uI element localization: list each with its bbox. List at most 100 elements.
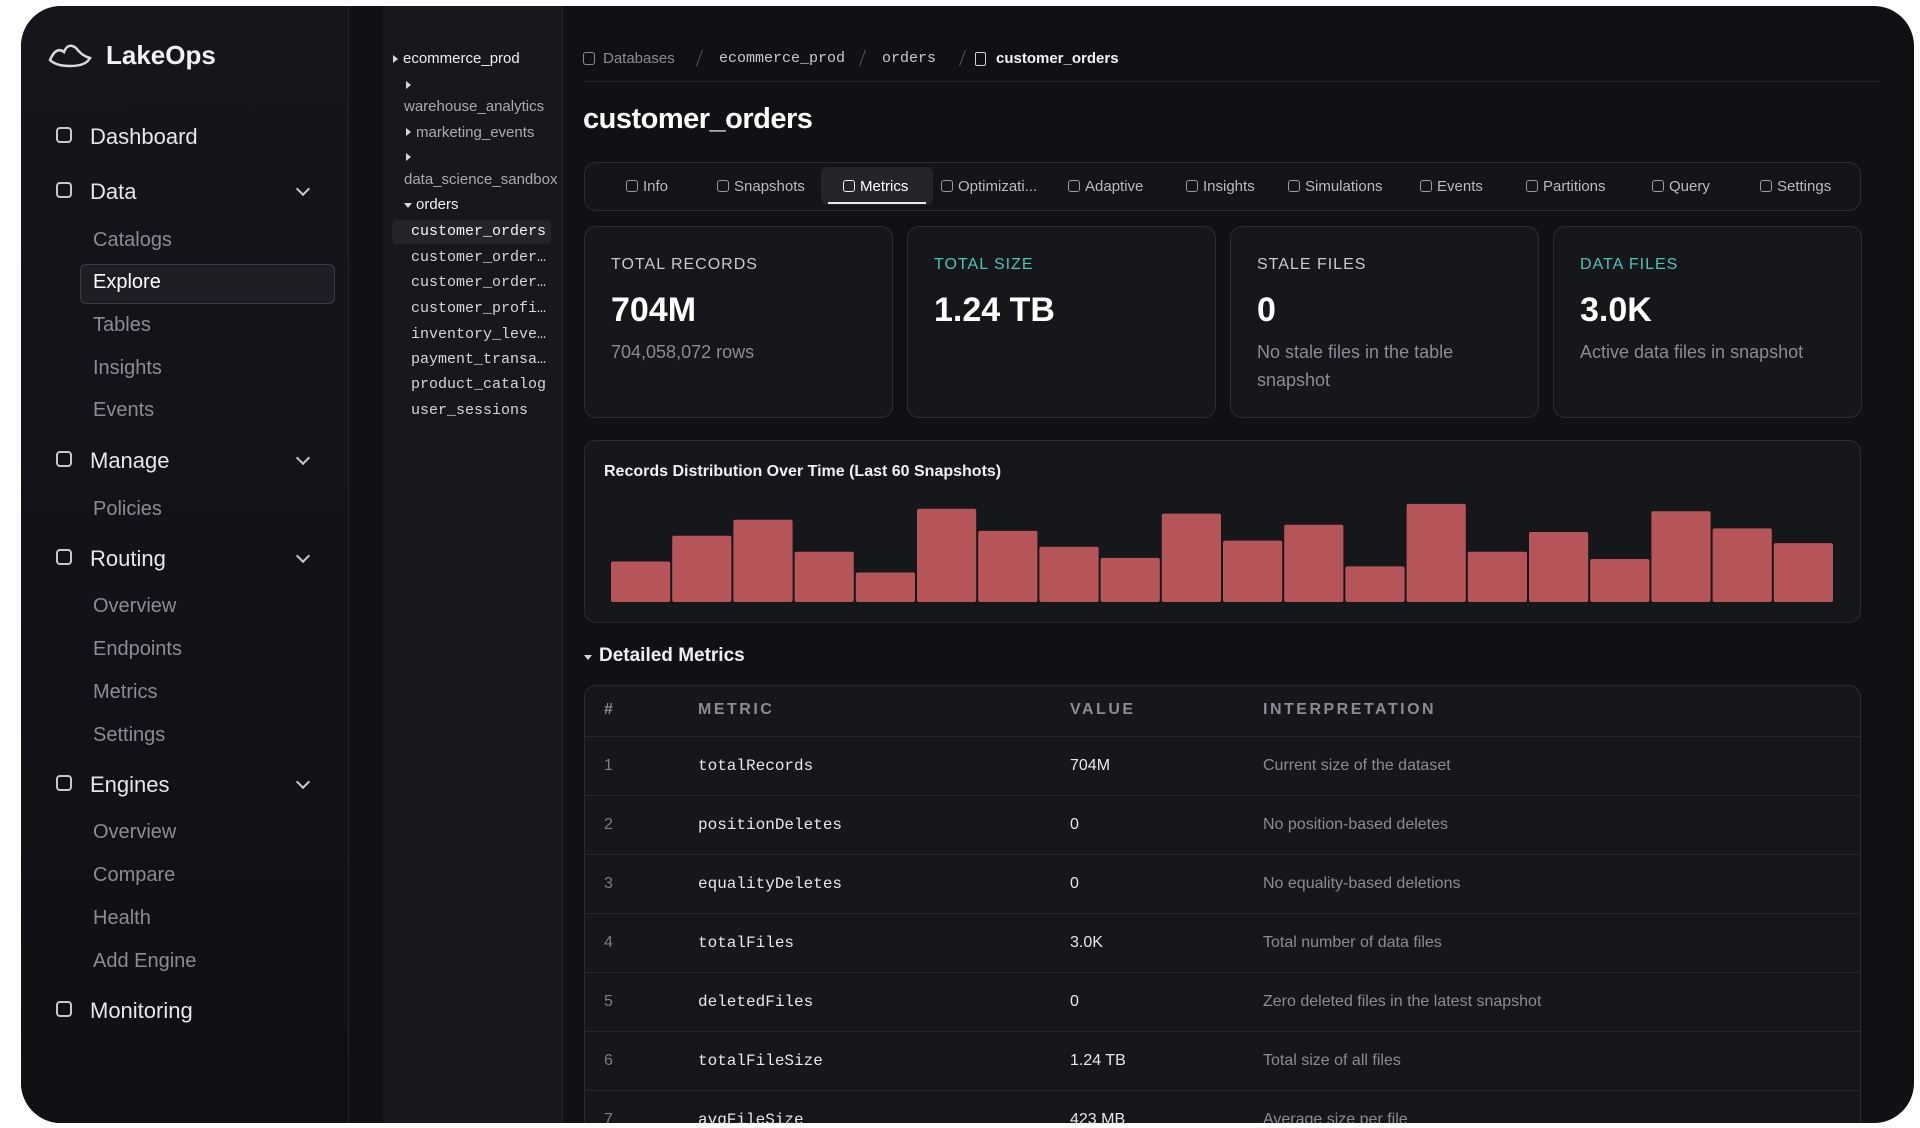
tree-toggle: [393, 55, 398, 63]
breadcrumb-separator: [696, 50, 703, 66]
nav-section[interactable]: Monitoring: [90, 998, 193, 1023]
tab[interactable]: Insights: [1203, 178, 1255, 195]
nav-item[interactable]: Endpoints: [93, 638, 182, 660]
tab[interactable]: Events: [1437, 178, 1483, 195]
tree-schema[interactable]: data_science_sandbox: [404, 171, 558, 188]
tab[interactable]: Optimizati...: [958, 178, 1038, 195]
app-name: LakeOps: [106, 40, 216, 70]
tree-schema[interactable]: marketing_events: [416, 124, 535, 141]
nav-item[interactable]: Policies: [93, 498, 162, 520]
row-divider: [585, 1031, 1860, 1032]
tree-table[interactable]: customer_order…: [411, 249, 547, 266]
tree-table[interactable]: user_sessions: [411, 402, 529, 419]
tab[interactable]: Snapshots: [734, 178, 805, 195]
table-cell: 0: [1070, 993, 1079, 1010]
bar: [611, 561, 671, 602]
tree-table[interactable]: product_catalog: [411, 376, 547, 393]
nav-item[interactable]: Metrics: [93, 681, 158, 703]
breadcrumb-item[interactable]: ecommerce_prod: [719, 50, 846, 67]
tab[interactable]: Query: [1669, 178, 1710, 195]
table-cell: 3: [604, 875, 613, 892]
tree-table[interactable]: customer_orders: [411, 223, 547, 240]
bar: [1284, 524, 1344, 602]
bar: [1467, 551, 1527, 602]
nav-item[interactable]: Add Engine: [93, 950, 197, 972]
nav-item[interactable]: Insights: [93, 357, 162, 379]
tab[interactable]: Adaptive: [1085, 178, 1144, 195]
tree-schema[interactable]: warehouse_analytics: [404, 98, 545, 115]
row-divider: [585, 854, 1860, 855]
nav-icon: [56, 775, 72, 791]
nav-item[interactable]: Catalogs: [93, 229, 172, 251]
tab[interactable]: Info: [643, 178, 669, 195]
bar: [1712, 528, 1772, 602]
tab[interactable]: Simulations: [1305, 178, 1383, 195]
nav-item[interactable]: Events: [93, 399, 155, 421]
tree-panel: [383, 6, 563, 1123]
tree-table[interactable]: customer_order…: [411, 274, 547, 291]
table-cell: 2: [604, 816, 613, 833]
nav-section[interactable]: Data: [90, 179, 137, 204]
active-tab-underline: [828, 202, 926, 204]
table-cell: avgFileSize: [698, 1111, 804, 1123]
nav-item[interactable]: Explore: [93, 271, 161, 293]
nav-item[interactable]: Tables: [93, 314, 151, 336]
tab[interactable]: Partitions: [1543, 178, 1606, 195]
table-cell: totalFiles: [698, 934, 795, 952]
tree-schema[interactable]: orders: [416, 196, 459, 213]
nav-section[interactable]: Routing: [90, 546, 166, 571]
table-cell: 5: [604, 993, 613, 1010]
table-header: #: [604, 701, 616, 718]
tab-icon: [1186, 180, 1198, 192]
nav-section[interactable]: Engines: [90, 772, 170, 797]
tree-table[interactable]: inventory_leve…: [411, 326, 547, 343]
bar: [1651, 511, 1711, 602]
breadcrumb-item[interactable]: customer_orders: [996, 50, 1119, 67]
nav-section[interactable]: Manage: [90, 448, 170, 473]
table-cell: 1: [604, 757, 613, 774]
nav-icon: [56, 182, 72, 198]
table-cell: 0: [1070, 816, 1079, 833]
bar: [917, 508, 977, 602]
tree-toggle: [406, 153, 411, 161]
stat-card: [584, 226, 893, 418]
tree-table[interactable]: customer_profi…: [411, 300, 547, 317]
tree-table[interactable]: payment_transa…: [411, 351, 547, 368]
nav-item[interactable]: Overview: [93, 821, 177, 843]
tree-selected-highlight: [392, 220, 551, 244]
nav-icon: [56, 549, 72, 565]
tab-icon: [1760, 180, 1772, 192]
nav-icon: [56, 451, 72, 467]
nav-section[interactable]: Dashboard: [90, 124, 198, 149]
tab-icon: [1288, 180, 1300, 192]
app-window: LakeOps customer_orders Records Distribu…: [21, 6, 1914, 1123]
tree-toggle: [406, 81, 411, 89]
nav-item[interactable]: Compare: [93, 864, 176, 886]
bar-chart: [611, 503, 1833, 602]
table-divider: [585, 736, 1860, 737]
table-header: METRIC: [698, 701, 775, 718]
table-cell: equalityDeletes: [698, 875, 843, 893]
breadcrumb-separator: [959, 50, 966, 66]
breadcrumb-item[interactable]: orders: [882, 50, 937, 67]
table-cell: deletedFiles: [698, 993, 814, 1011]
collapse-icon: [584, 655, 592, 660]
tab[interactable]: Settings: [1777, 178, 1832, 195]
nav-item[interactable]: Settings: [93, 724, 166, 746]
bar: [1100, 557, 1160, 602]
tree-database[interactable]: ecommerce_prod: [403, 50, 520, 67]
bar: [794, 551, 854, 602]
breadcrumb-item[interactable]: Databases: [603, 50, 675, 67]
table-cell: Current size of the dataset: [1263, 757, 1451, 774]
app-content: LakeOps customer_orders Records Distribu…: [21, 6, 1914, 1123]
tab[interactable]: Metrics: [860, 178, 909, 195]
stat-value: 704M: [611, 291, 697, 329]
bar: [1039, 546, 1099, 602]
breadcrumb-separator: [859, 50, 866, 66]
nav-item[interactable]: Overview: [93, 595, 177, 617]
stat-label: TOTAL RECORDS: [611, 256, 758, 273]
nav-item[interactable]: Health: [93, 907, 151, 929]
stat-sub: 704,058,072 rows: [611, 342, 755, 362]
stat-label: STALE FILES: [1257, 256, 1367, 273]
table-cell: 4: [604, 934, 613, 951]
